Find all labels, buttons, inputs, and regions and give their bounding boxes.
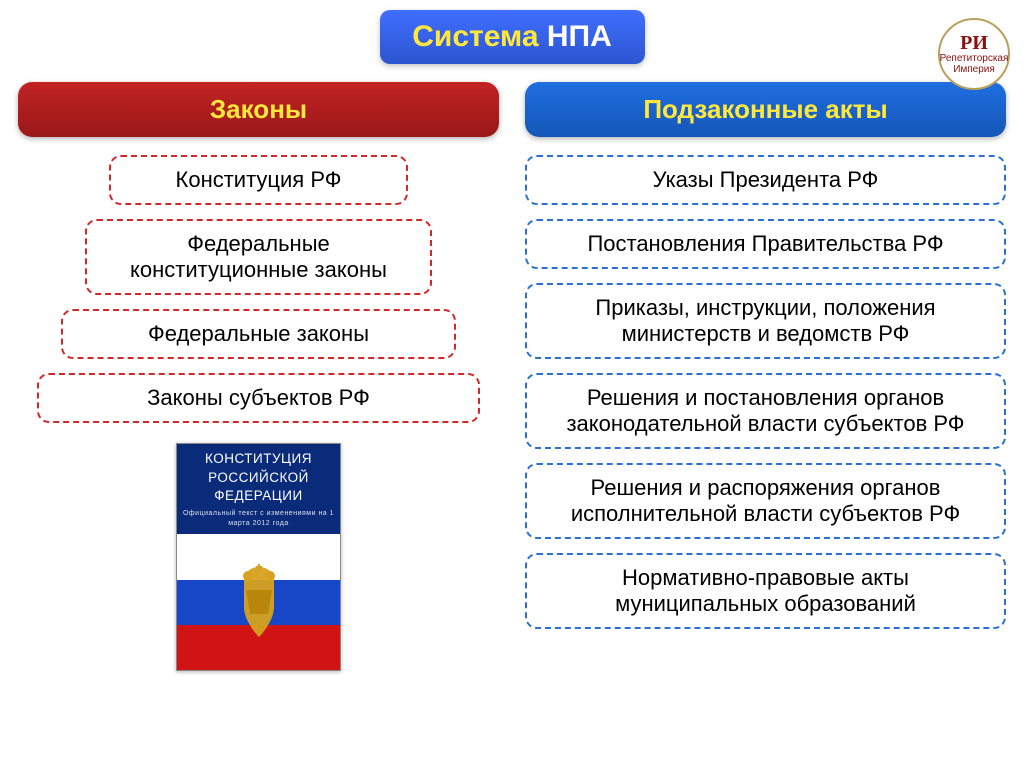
bylaws-items: Указы Президента РФ Постановления Правите… <box>525 155 1006 643</box>
bylaw-item: Решения и распоряжения органов исполните… <box>525 463 1006 539</box>
bylaw-item: Решения и постановления органов законода… <box>525 373 1006 449</box>
law-item: Федеральные законы <box>61 309 455 359</box>
laws-header-label: Законы <box>210 94 307 124</box>
laws-header: Законы <box>18 82 499 137</box>
book-title-l3: ФЕДЕРАЦИИ <box>214 487 302 505</box>
logo-line2: Империя <box>953 65 995 76</box>
emblem-icon <box>224 562 294 642</box>
bylaw-item: Указы Президента РФ <box>525 155 1006 205</box>
bylaws-header-label: Подзаконные акты <box>643 94 887 124</box>
law-item: Законы субъектов РФ <box>37 373 480 423</box>
bylaw-item: Постановления Правительства РФ <box>525 219 1006 269</box>
book-title-l1: КОНСТИТУЦИЯ <box>205 450 312 468</box>
laws-column: Законы Конституция РФ Федеральные констит… <box>18 82 499 671</box>
bylaws-column: Подзаконные акты Указы Президента РФ Пост… <box>525 82 1006 671</box>
constitution-book: КОНСТИТУЦИЯ РОССИЙСКОЙ ФЕДЕРАЦИИ Официал… <box>176 443 341 671</box>
diagram-title: Система НПА <box>380 10 645 64</box>
title-part2: НПА <box>547 20 612 53</box>
bylaws-header: Подзаконные акты <box>525 82 1006 137</box>
logo-line1: Репетиторская <box>940 54 1009 65</box>
book-subtitle: Официальный текст с изменениями на 1 мар… <box>177 509 340 528</box>
law-item: Федеральные конституционные законы <box>85 219 431 295</box>
book-title-l2: РОССИЙСКОЙ <box>208 469 309 487</box>
bylaw-item: Приказы, инструкции, положения министерс… <box>525 283 1006 359</box>
logo-monogram: РИ <box>960 33 988 54</box>
law-item: Конституция РФ <box>109 155 407 205</box>
columns-container: Законы Конституция РФ Федеральные констит… <box>0 82 1024 671</box>
title-part1: Система <box>412 20 547 53</box>
bylaw-item: Нормативно-правовые акты муниципальных о… <box>525 553 1006 629</box>
laws-items: Конституция РФ Федеральные конституционны… <box>18 155 499 437</box>
brand-logo: РИ Репетиторская Империя <box>938 18 1010 90</box>
book-title-area: КОНСТИТУЦИЯ РОССИЙСКОЙ ФЕДЕРАЦИИ Официал… <box>177 444 340 534</box>
book-flag <box>177 534 340 670</box>
